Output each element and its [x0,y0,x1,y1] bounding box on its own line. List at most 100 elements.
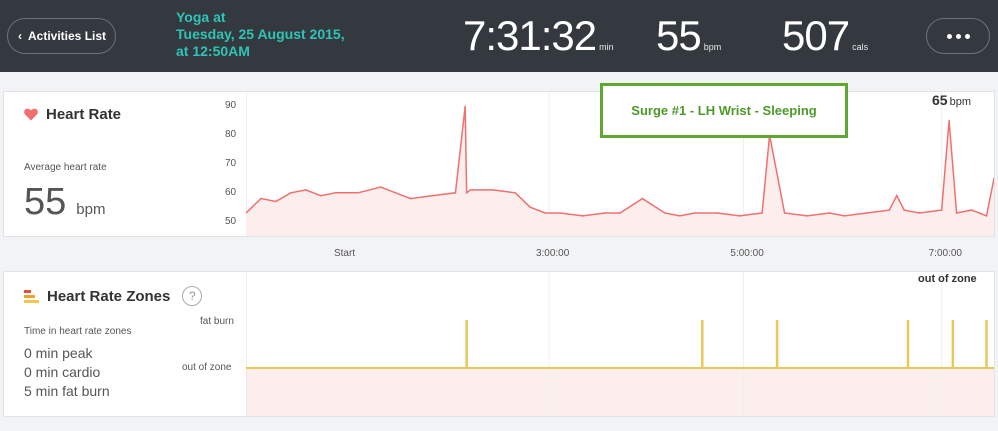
heart-rate-zones-title: Heart Rate Zones ? [24,286,203,306]
heart-rate-point [664,212,666,214]
activity-title-line1: Yoga at [176,9,226,25]
heart-rate-point [806,215,808,217]
heart-rate-point [761,212,763,214]
heart-rate-zones-chart[interactable] [246,272,994,416]
duration-stat: 7:31:32 min [463,12,614,60]
heart-rate-point [641,197,644,200]
heart-rate-point [559,212,561,214]
heart-rate-point [379,186,382,188]
heart-rate-point [275,200,277,203]
heart-rate-point [619,212,621,214]
heart-rate-point [948,120,950,122]
current-heart-rate-unit: bpm [949,96,971,108]
x-tick-label: 3:00:00 [535,248,570,259]
heart-rate-point [305,189,307,191]
heart-rate-point [716,212,719,214]
heart-rate-area [246,106,994,236]
zone-area [246,368,994,416]
zone-level-out-of-zone: out of zone [182,362,232,373]
heart-rate-zones-title-label: Heart Rate Zones [47,287,171,305]
average-heart-rate-unit: bpm [76,201,106,218]
zone-summary-list: 0 min peak 0 min cardio 5 min fat burn [24,344,110,401]
activity-title: Yoga at Tuesday, 25 August 2015, at 12:5… [176,9,376,60]
heart-rate-point [679,215,681,217]
chevron-left-icon: ‹ [18,29,22,43]
heart-rate-point [334,192,337,194]
y-tick-label: 50 [225,215,237,227]
heart-rate-point [260,197,262,200]
zones-bars-icon [24,289,39,303]
calories-stat: 507 cals [782,12,868,60]
heart-rate-point [454,192,457,194]
heart-rate-point [985,215,988,217]
current-heart-rate-value: 65 [932,92,948,108]
heart-rate-point [604,212,606,214]
y-tick-label: 90 [225,100,237,112]
calories-value: 507 [782,12,850,59]
heart-rate-point [581,215,584,217]
heart-rate-point [940,209,943,211]
heart-rate-point [246,212,247,214]
more-dot-icon [955,33,961,39]
heart-rate-point [738,215,741,217]
heart-rate-stat: 55 bpm [656,12,721,60]
x-tick-label: Start [333,248,356,259]
heart-rate-point [529,206,532,208]
heart-rate-point [290,192,292,194]
surge-annotation: Surge #1 - LH Wrist - Sleeping [600,83,848,138]
activities-list-button[interactable]: ‹ Activities List [7,18,116,54]
zone-peak: 0 min peak [24,345,93,361]
heart-rate-point [843,215,846,217]
activities-list-label: Activities List [28,29,107,43]
heart-rate-point [918,212,920,214]
calories-unit: cals [852,42,869,52]
heart-rate-point [866,212,868,214]
heart-rate-unit: bpm [703,42,722,52]
heart-rate-point [544,212,546,214]
heart-rate-point [514,192,517,194]
heart-rate-point [320,194,322,197]
time-in-zones-label: Time in heart rate zones [24,326,132,337]
duration-unit: min [599,42,614,52]
y-tick-label: 80 [225,129,237,141]
heart-rate-point [357,192,359,194]
heart-rate-point [464,105,466,108]
heart-rate-point [903,209,906,211]
heart-rate-title-label: Heart Rate [46,106,122,123]
heart-rate-point [888,209,891,211]
duration-value: 7:31:32 [463,12,597,59]
heart-rate-point [432,194,434,197]
heart-rate-point [955,212,958,214]
heart-icon [24,108,38,121]
heart-rate-zones-panel: Heart Rate Zones ? Time in heart rate zo… [3,271,995,417]
x-tick-label: 7:00:00 [928,248,962,259]
current-zone: out of zone [918,273,977,285]
heart-rate-point [465,192,468,194]
heart-rate-point [394,192,397,194]
activity-title-line2: Tuesday, 25 August 2015, [176,26,345,42]
current-heart-rate: 65 bpm [932,92,971,108]
more-dot-icon [964,33,970,39]
heart-rate-point [694,212,696,214]
heart-rate-point [993,177,994,180]
heart-rate-point [970,209,973,211]
heart-rate-value: 55 [656,12,702,59]
zone-level-fat-burn: fat burn [200,316,234,327]
heart-rate-point [895,194,898,197]
help-icon[interactable]: ? [182,286,203,306]
heart-rate-point [828,212,831,214]
more-dot-icon [946,33,952,39]
y-tick-label: 70 [225,158,237,169]
activity-title-line3: at 12:50AM [176,43,250,59]
average-heart-rate-label: Average heart rate [24,162,107,173]
heart-rate-point [783,212,786,214]
heart-rate-point [409,197,412,200]
zone-cardio: 0 min cardio [24,364,101,380]
more-options-button[interactable] [926,18,990,54]
y-tick-label: 60 [225,186,237,198]
x-tick-label: 5:00:00 [730,248,764,259]
zone-fat-burn: 5 min fat burn [24,383,110,399]
heart-rate-point [492,189,494,191]
activity-header: ‹ Activities List Yoga at Tuesday, 25 Au… [0,0,998,72]
average-heart-rate: 55 bpm [24,181,105,224]
